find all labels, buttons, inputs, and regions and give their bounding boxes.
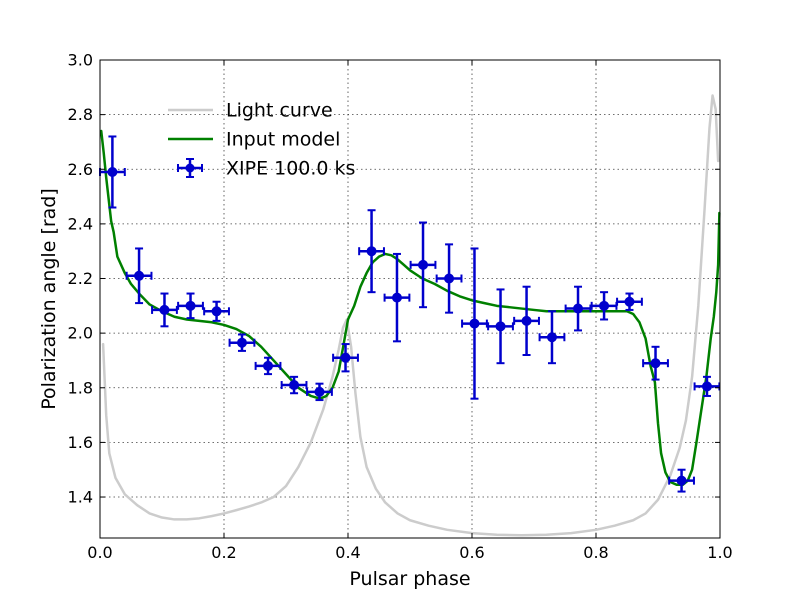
data-point [159,304,170,315]
data-point [676,475,687,486]
plot-frame [99,59,721,539]
x-tick-label: 1.0 [707,543,732,562]
x-tick-label: 0.0 [87,543,112,562]
x-tick-label: 0.8 [583,543,608,562]
y-tick-label: 1.4 [68,488,93,507]
x-tick-label: 0.2 [211,543,236,562]
data-point [211,306,222,317]
y-tick-label: 2.0 [68,324,93,343]
data-point [391,292,402,303]
x-axis-label: Pulsar phase [349,568,470,590]
data-point [469,318,480,329]
legend: Light curve Input model XIPE 100.0 ks [168,100,355,180]
ticks: 0.0 0.2 0.4 0.6 0.8 1.0 1.4 1.6 1.8 2.0 2.2 2.4 2.6 2… [68,51,733,563]
data-point [495,321,506,332]
series-area [99,94,721,537]
y-axis-label: Polarization angle [rad] [38,188,60,410]
y-tick-label: 2.2 [68,269,93,288]
y-tick-label: 3.0 [68,51,93,70]
data-point [418,259,429,270]
data-point [546,332,557,343]
legend-label-input-model: Input model [226,129,340,151]
xipe-100-0-ks-points [99,135,721,493]
data-point [340,352,351,363]
data-point [263,360,274,371]
data-point [521,315,532,326]
data-point [573,303,584,314]
legend-swatch-xipe-100-0-ks-marker [185,163,195,173]
y-tick-label: 2.8 [68,105,93,124]
legend-label-xipe-100-0-ks: XIPE 100.0 ks [226,158,355,180]
data-point [650,358,661,369]
y-tick-label: 2.4 [68,214,93,233]
data-point [314,386,325,397]
x-tick-label: 0.4 [335,543,360,562]
data-point [185,300,196,311]
grid [100,60,720,538]
input-model-line [99,129,721,486]
data-point [599,300,610,311]
data-point [701,381,712,392]
data-point [444,273,455,284]
y-tick-label: 2.6 [68,160,93,179]
y-tick-label: 1.6 [68,433,93,452]
light-curve-line [101,94,720,537]
data-point [236,337,247,348]
y-tick-label: 1.8 [68,378,93,397]
data-point [366,246,377,257]
data-point [624,296,635,307]
legend-label-light-curve: Light curve [226,100,333,122]
data-point [107,166,118,177]
data-point [289,380,300,391]
data-point [134,270,145,281]
x-tick-label: 0.6 [459,543,484,562]
